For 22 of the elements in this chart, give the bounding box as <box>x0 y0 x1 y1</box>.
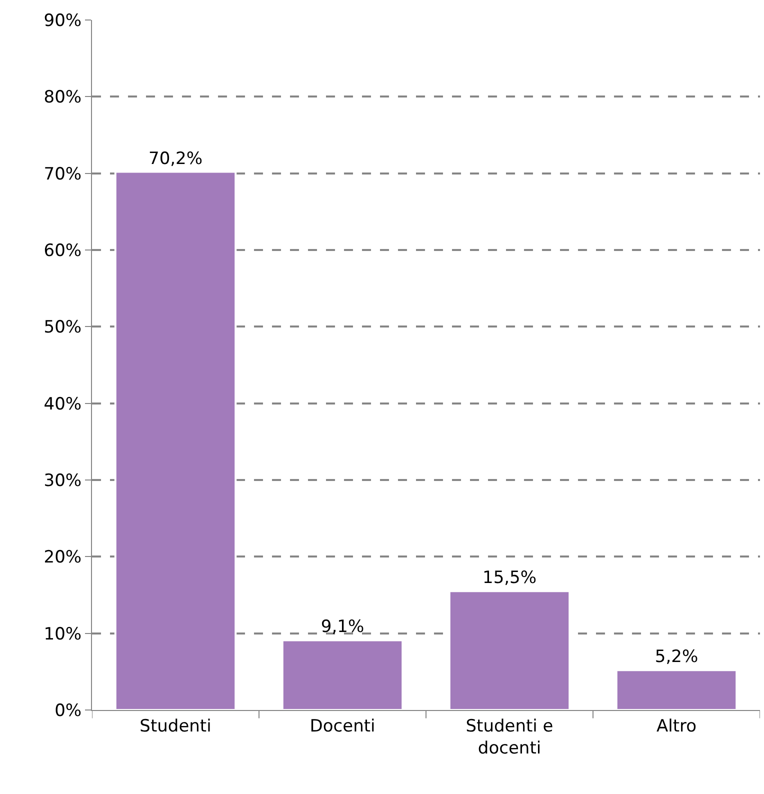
y-tick-label: 40% <box>44 394 82 414</box>
y-tick-label: 90% <box>44 10 82 31</box>
y-tick-label: 10% <box>44 624 82 644</box>
y-tick-label: 0% <box>54 700 82 721</box>
x-tick-label: Altro <box>656 716 697 736</box>
x-tick-label: Docenti <box>310 716 376 736</box>
data-label: 9,1% <box>320 617 364 638</box>
y-tick-label: 50% <box>44 318 82 338</box>
data-label: 15,5% <box>482 568 537 588</box>
y-tick-label: 20% <box>44 548 82 568</box>
x-tick-label: Studenti e docenti <box>466 716 554 758</box>
bar <box>615 669 738 710</box>
y-tick-label: 80% <box>44 88 82 108</box>
bar <box>114 170 237 710</box>
x-tick-label: Studenti <box>140 716 212 736</box>
data-label: 70,2% <box>148 148 203 169</box>
bar <box>281 639 404 710</box>
data-label: 5,2% <box>654 647 698 668</box>
bar <box>448 590 571 710</box>
y-tick-label: 70% <box>44 164 82 184</box>
y-tick-label: 60% <box>44 240 82 261</box>
y-tick-label: 30% <box>44 470 82 491</box>
